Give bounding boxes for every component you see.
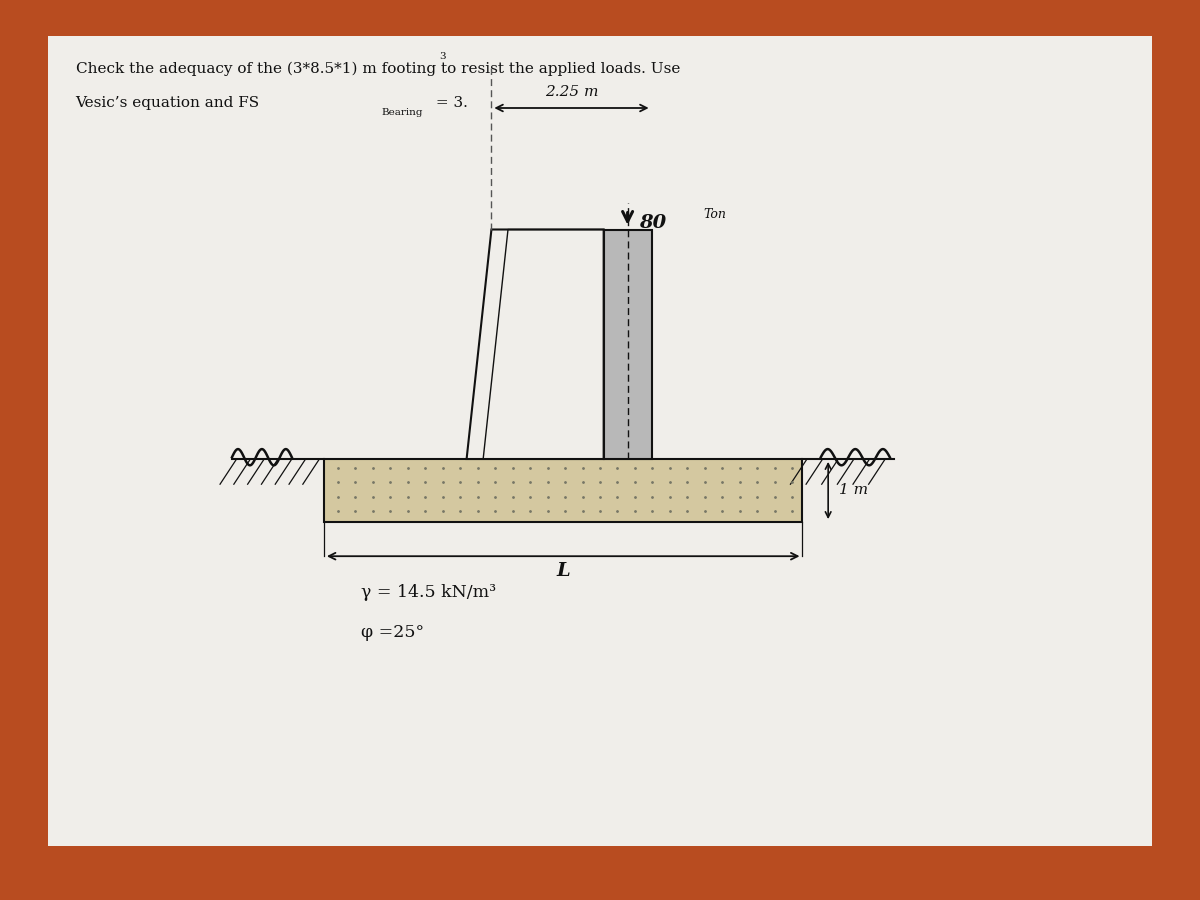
- Bar: [604, 230, 652, 459]
- Bar: [324, 459, 803, 522]
- Text: Vesic’s equation and FS: Vesic’s equation and FS: [76, 95, 259, 110]
- Text: 2.25 m: 2.25 m: [545, 85, 599, 99]
- Polygon shape: [467, 230, 604, 459]
- Text: 1 m: 1 m: [839, 483, 869, 498]
- Text: γ = 14.5 kN/m³: γ = 14.5 kN/m³: [361, 584, 496, 601]
- Text: Ton: Ton: [703, 208, 726, 220]
- Text: Bearing: Bearing: [382, 108, 422, 117]
- Text: 3: 3: [439, 52, 445, 61]
- Text: = 3.: = 3.: [431, 95, 468, 110]
- Text: L: L: [557, 562, 570, 580]
- Text: 80: 80: [638, 214, 666, 232]
- Text: φ =25°: φ =25°: [361, 624, 424, 641]
- Text: Check the adequacy of the (3*8.5*1) m footing to resist the applied loads. Use: Check the adequacy of the (3*8.5*1) m fo…: [76, 62, 680, 77]
